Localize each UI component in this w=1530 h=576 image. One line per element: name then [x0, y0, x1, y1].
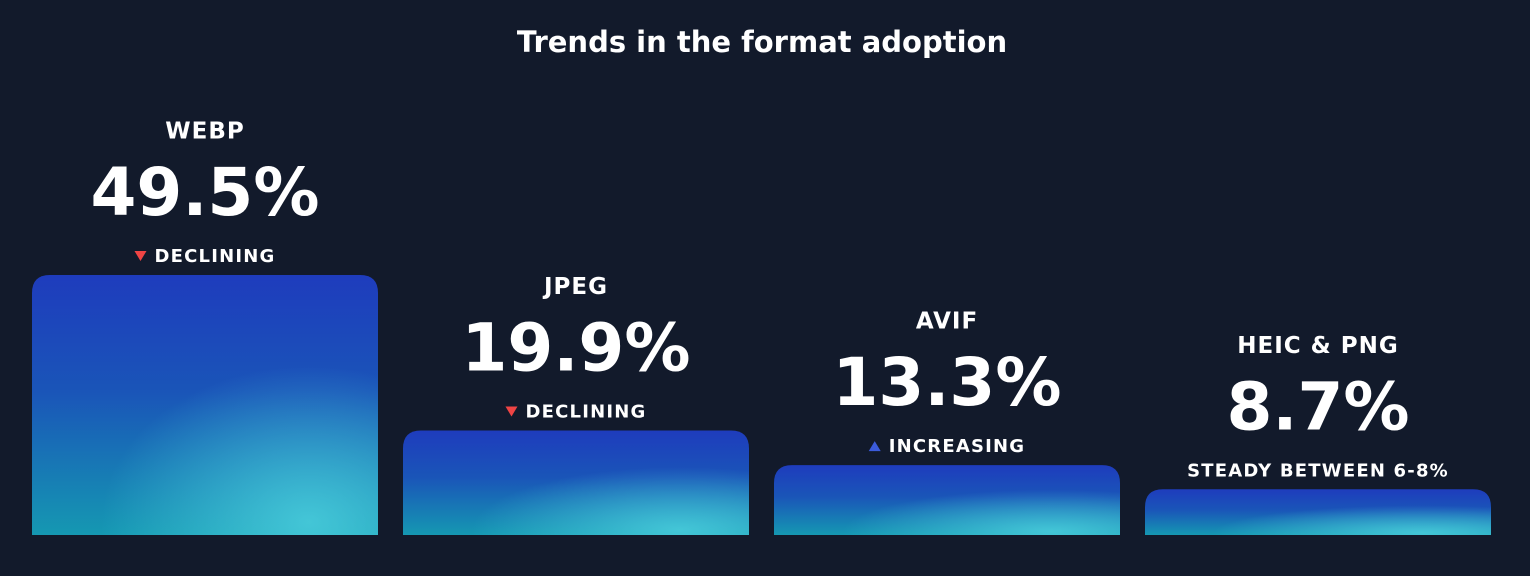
value-label: 49.5% [91, 154, 320, 231]
trend-icon [134, 251, 147, 261]
category-label: JPEG [542, 274, 608, 300]
bar-glow [774, 465, 1120, 535]
trend-label: INCREASING [889, 436, 1026, 457]
trend-label: DECLINING [525, 401, 646, 422]
trend-icon [505, 406, 518, 417]
category-label: WEBP [165, 119, 244, 145]
category-label: AVIF [916, 309, 978, 335]
trend-label: DECLINING [154, 246, 275, 267]
bar-glow [403, 430, 749, 535]
value-label: 8.7% [1226, 368, 1409, 445]
trend-label: STEADY BETWEEN 6-8% [1187, 460, 1449, 481]
value-label: 13.3% [833, 344, 1062, 421]
chart-title: Trends in the format adoption [517, 25, 1007, 59]
value-label: 19.9% [462, 310, 691, 387]
bar-glow [32, 275, 378, 535]
category-label: HEIC & PNG [1237, 333, 1398, 359]
trend-icon [868, 441, 881, 452]
bar-glow [1145, 489, 1491, 535]
